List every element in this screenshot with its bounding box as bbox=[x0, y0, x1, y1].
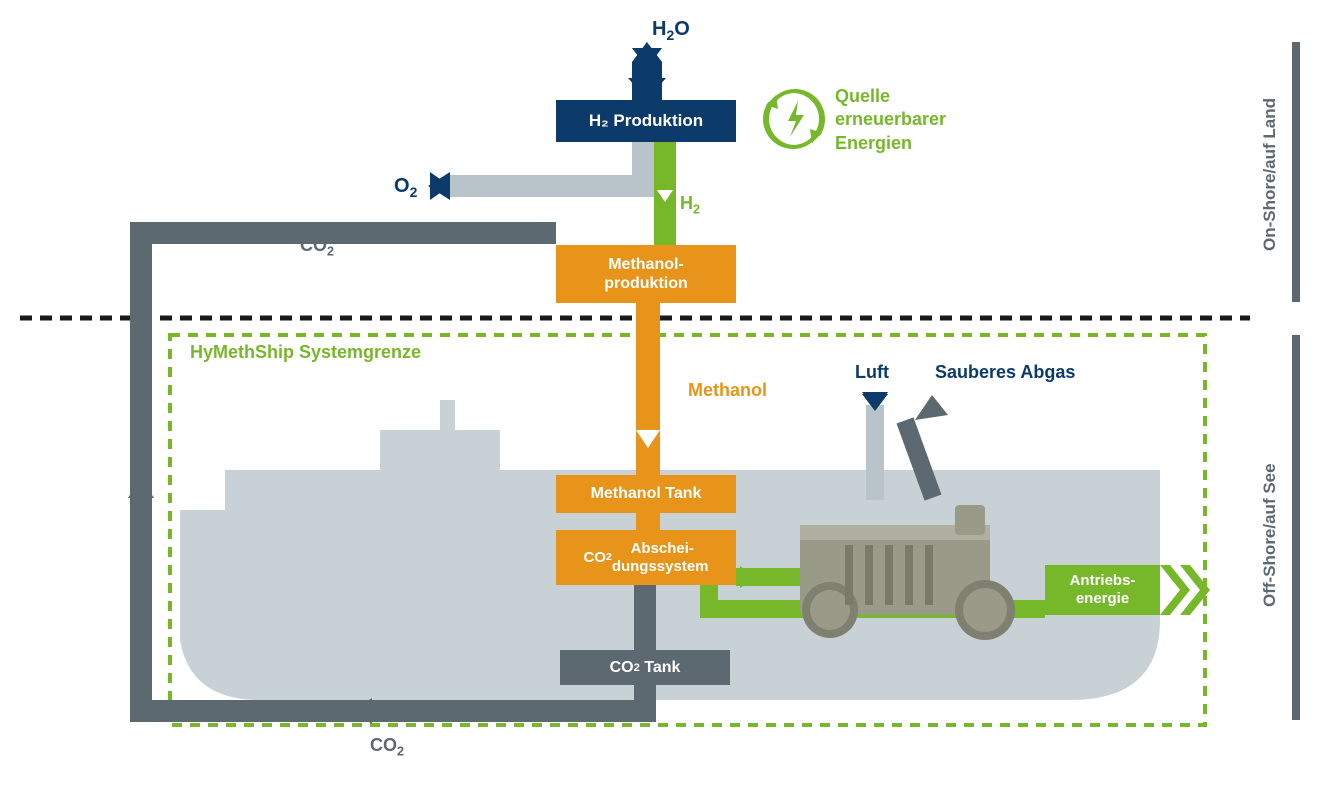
luft-label: Luft bbox=[855, 362, 889, 383]
h2-production-label: H₂ Produktion bbox=[589, 111, 703, 131]
antriebsenergie-label: Antriebs- energie bbox=[1070, 572, 1136, 608]
h2o-label: H2O bbox=[652, 18, 690, 43]
co2-top-label: CO2 bbox=[300, 235, 334, 259]
methanol-tank-box: Methanol Tank bbox=[556, 475, 736, 513]
o2-label: O2 bbox=[394, 175, 417, 200]
antriebsenergie-box: Antriebs- energie bbox=[1045, 565, 1160, 615]
co2-bottom-label: CO2 bbox=[370, 735, 404, 759]
on-shore-bar bbox=[1292, 42, 1300, 302]
on-shore-label: On-Shore/auf Land bbox=[1260, 80, 1280, 270]
methanol-production-label: Methanol- produktion bbox=[604, 255, 688, 293]
methanol-tank-label: Methanol Tank bbox=[591, 485, 702, 503]
systemgrenze-label: HyMethShip Systemgrenze bbox=[190, 342, 421, 363]
sauberes-abgas-label: Sauberes Abgas bbox=[935, 362, 1075, 383]
h2-top-label: H2 bbox=[680, 193, 700, 217]
renewable-icon bbox=[760, 85, 828, 153]
methanol-label: Methanol bbox=[688, 380, 767, 401]
h2-production-box: H₂ Produktion bbox=[556, 100, 736, 142]
methanol-production-box: Methanol- produktion bbox=[556, 245, 736, 303]
engine bbox=[790, 495, 1020, 650]
co2-abscheidung-box: CO2 Abschei-dungssystem bbox=[556, 530, 736, 585]
renewable-label: Quelle erneuerbarer Energien bbox=[835, 85, 946, 155]
off-shore-label: Off-Shore/auf See bbox=[1260, 440, 1280, 630]
h2-bottom-label: H2 bbox=[760, 565, 780, 589]
off-shore-bar bbox=[1292, 335, 1300, 720]
co2-tank-box: CO2 Tank bbox=[560, 650, 730, 685]
